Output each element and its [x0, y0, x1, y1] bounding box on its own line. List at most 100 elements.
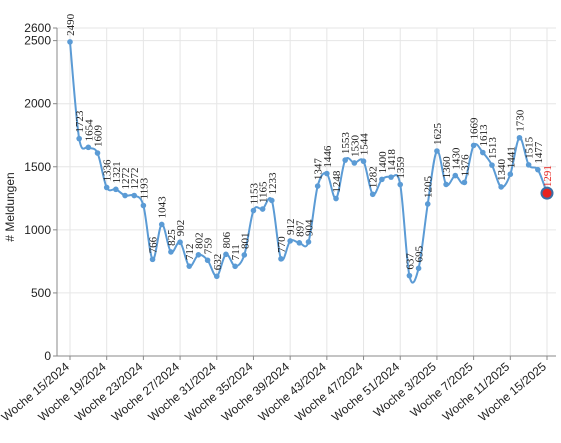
data-point: [489, 162, 495, 168]
data-label: 1376: [459, 154, 471, 177]
data-label: 637: [404, 253, 416, 270]
data-label: 711: [230, 244, 242, 260]
data-label: 766: [148, 236, 160, 253]
data-label: 1165: [258, 181, 270, 203]
data-label: 1613: [478, 124, 490, 147]
data-label: 1360: [441, 156, 453, 179]
data-label: 1477: [533, 141, 545, 164]
data-label: 1282: [368, 166, 380, 188]
data-point: [424, 201, 431, 207]
data-label: 1553: [340, 132, 352, 155]
data-point: [131, 192, 138, 199]
data-point: [186, 263, 193, 269]
data-label: 2490: [65, 13, 77, 36]
data-point: [516, 134, 523, 141]
data-label: 1272: [120, 168, 132, 190]
data-point: [470, 142, 477, 149]
data-point: [269, 197, 275, 204]
data-label: 632: [212, 254, 224, 271]
data-label: 1513: [487, 137, 499, 160]
data-label: 1233: [267, 172, 279, 195]
data-label: 1625: [432, 123, 444, 146]
data-label: 1430: [450, 147, 462, 170]
data-label: 1321: [111, 161, 123, 183]
data-point: [67, 39, 73, 45]
y-tick-label: 1000: [24, 223, 51, 237]
y-tick-label: 0: [44, 349, 51, 363]
data-label: 1153: [248, 182, 260, 204]
data-label: 1400: [377, 151, 389, 174]
data-label: 1730: [514, 109, 526, 132]
data-point: [443, 181, 449, 188]
data-label: 1193: [138, 177, 150, 199]
data-point: [103, 184, 110, 191]
data-point: [314, 183, 321, 189]
series-line: [69, 40, 548, 284]
y-tick-label: 500: [31, 286, 51, 300]
data-label: 912: [285, 218, 297, 235]
data-point: [232, 263, 238, 270]
data-point: [525, 162, 532, 168]
data-point: [213, 273, 220, 280]
data-point-highlight: [540, 186, 554, 200]
data-point: [333, 195, 339, 202]
data-label: 1530: [349, 134, 361, 157]
data-point: [158, 221, 165, 228]
data-point: [259, 206, 266, 212]
data-label: 904: [304, 219, 316, 236]
data-label: 695: [414, 245, 426, 262]
data-label: 1446: [322, 145, 334, 168]
data-point: [434, 148, 440, 154]
data-label: 1359: [395, 156, 407, 179]
data-point: [241, 252, 248, 258]
grid: [57, 27, 556, 357]
data-point: [168, 249, 174, 255]
data-label: 806: [221, 231, 233, 248]
x-tick-label: Woche 3/2025: [371, 359, 439, 420]
data-label: 1418: [386, 149, 398, 172]
data-label: 1544: [359, 133, 371, 156]
data-label: 1272: [129, 168, 141, 190]
data-point: [479, 149, 486, 156]
data-point: [204, 257, 211, 264]
y-tick-label: 2500: [24, 34, 51, 48]
data-point: [360, 158, 367, 165]
data-label: 1340: [496, 158, 508, 181]
data-point: [498, 184, 504, 190]
data-point: [149, 256, 156, 263]
data-point: [113, 186, 119, 193]
data-point: [324, 170, 330, 177]
data-point: [397, 181, 404, 188]
data-label: 825: [166, 229, 178, 246]
data-point: [351, 160, 358, 166]
data-point: [85, 144, 92, 151]
data-label: 1669: [469, 117, 481, 140]
data-point: [76, 135, 82, 142]
data-point: [296, 240, 303, 246]
data-label: 1248: [331, 170, 343, 193]
data-label: 1654: [83, 119, 95, 142]
x-tick-label: Woche 15/2025: [476, 359, 549, 424]
y-tick-label: 2000: [24, 97, 51, 111]
data-point: [94, 150, 101, 156]
data-point: [278, 256, 284, 262]
data-point: [369, 191, 376, 198]
data-labels: 2490172316541609133613211272127211937661…: [65, 13, 554, 270]
data-point: [177, 239, 183, 246]
data-point: [388, 174, 394, 180]
data-label: 770: [276, 236, 288, 253]
y-axis-title: # Meldungen: [3, 172, 17, 241]
data-label: 712: [184, 244, 196, 261]
data-label: 1441: [505, 146, 517, 168]
data-point: [287, 238, 293, 244]
data-point: [535, 166, 541, 173]
data-point: [507, 171, 514, 178]
y-tick-label: 2600: [24, 21, 51, 35]
data-label: 1043: [157, 196, 169, 219]
data-point: [250, 207, 257, 214]
data-label: 1336: [102, 159, 114, 182]
data-points: [67, 39, 554, 280]
